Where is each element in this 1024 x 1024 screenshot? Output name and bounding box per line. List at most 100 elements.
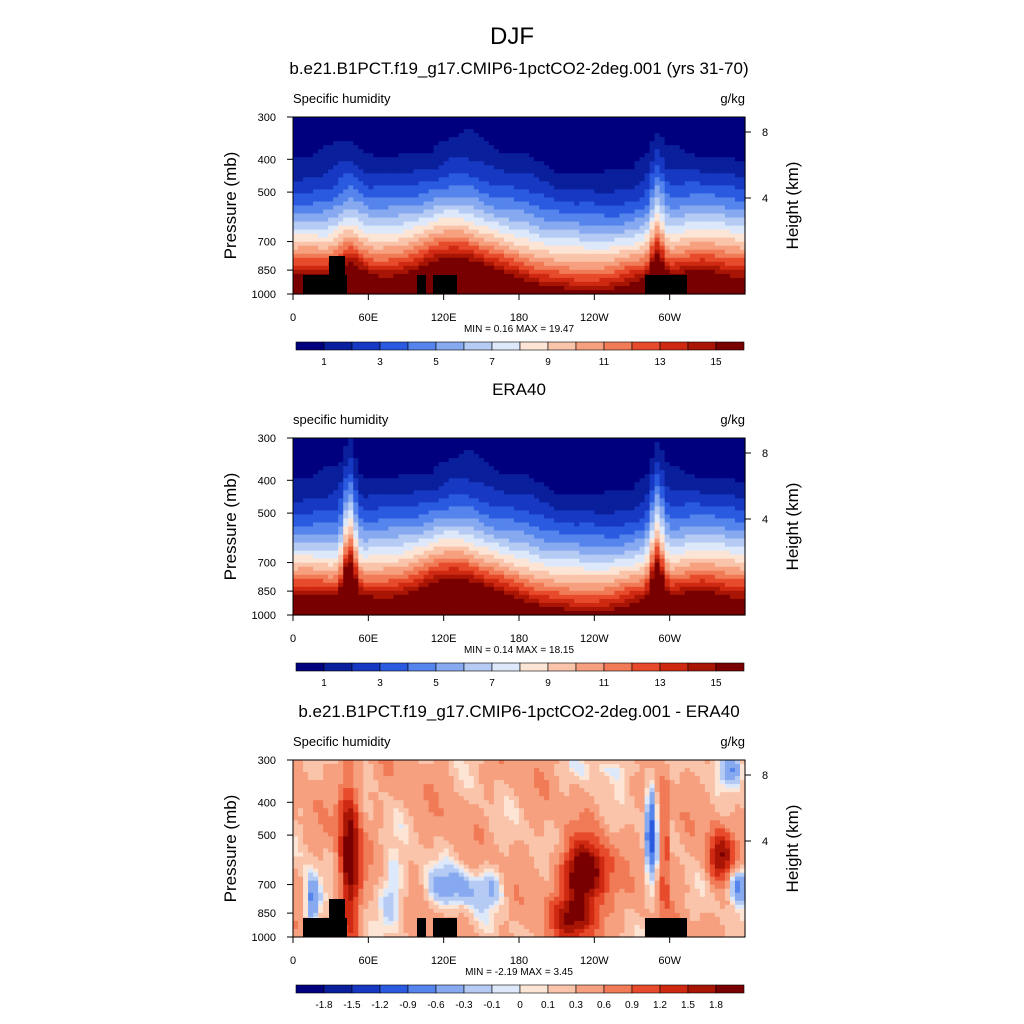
field-cell (529, 201, 535, 207)
field-cell (714, 181, 721, 186)
field-cell (443, 153, 450, 158)
field-cell (529, 265, 535, 271)
field-cell (529, 197, 535, 203)
field-cell (694, 173, 701, 178)
field-cell (488, 117, 495, 122)
field-cell (564, 141, 570, 146)
field-cell (438, 269, 445, 275)
field-cell (699, 281, 706, 287)
field-cell (383, 181, 390, 186)
field-cell (684, 145, 691, 150)
field-cell (704, 125, 711, 130)
field-cell (544, 281, 550, 287)
field-cell (373, 169, 379, 174)
field-cell (629, 438, 636, 443)
field-cell (584, 257, 590, 263)
field-cell (478, 145, 485, 150)
field-cell (453, 257, 460, 263)
field-cell (619, 462, 626, 467)
field-cell (443, 117, 450, 122)
field-cell (734, 221, 741, 227)
field-cell (413, 281, 420, 287)
field-cell (589, 458, 595, 463)
field-cell (418, 121, 425, 126)
field-cell (614, 157, 621, 162)
field-cell (303, 141, 309, 146)
field-cell (303, 257, 309, 263)
field-cell (604, 157, 610, 162)
field-cell (564, 181, 570, 186)
field-cell (519, 189, 525, 195)
field-cell (619, 245, 626, 251)
field-cell (599, 233, 605, 239)
field-cell (303, 233, 309, 239)
field-cell (649, 141, 656, 146)
field-cell (303, 145, 309, 150)
field-cell (393, 446, 400, 451)
field-cell (363, 221, 369, 227)
field-cell (408, 221, 415, 227)
field-cell (584, 462, 590, 467)
field-cell (599, 450, 605, 455)
field-cell (493, 289, 500, 295)
field-cell (493, 277, 500, 283)
field-cell (493, 245, 500, 251)
field-cell (393, 257, 400, 263)
field-cell (734, 209, 741, 215)
field-cell (443, 249, 450, 255)
field-cell (428, 241, 435, 247)
field-cell (519, 145, 525, 150)
field-cell (619, 189, 626, 195)
field-cell (699, 454, 706, 459)
field-cell (624, 221, 631, 227)
field-cell (358, 446, 364, 451)
field-cell (644, 458, 651, 463)
field-cell (468, 225, 475, 231)
field-cell (684, 233, 691, 239)
field-cell (303, 201, 309, 207)
field-cell (699, 189, 706, 195)
field-cell (463, 149, 470, 154)
field-cell (448, 245, 455, 251)
field-cell (393, 249, 400, 255)
field-cell (498, 285, 505, 291)
field-cell (498, 125, 505, 130)
field-cell (719, 438, 726, 443)
field-cell (308, 442, 314, 447)
field-cell (739, 470, 746, 475)
field-cell (468, 217, 475, 223)
field-cell (378, 233, 384, 239)
field-cell (569, 165, 575, 170)
field-cell (629, 281, 636, 287)
field-cell (579, 253, 585, 259)
colorbar-swatch (575, 341, 605, 351)
field-cell (363, 133, 369, 138)
field-cell (358, 249, 364, 255)
field-cell (463, 438, 470, 443)
field-cell (609, 245, 616, 251)
field-cell (333, 189, 339, 195)
field-cell (423, 249, 430, 255)
field-cell (513, 446, 520, 451)
field-cell (554, 269, 560, 275)
field-cell (639, 205, 646, 211)
field-cell (308, 229, 314, 235)
field-cell (448, 221, 455, 227)
field-cell (418, 141, 425, 146)
field-cell (338, 438, 344, 443)
field-cell (303, 265, 309, 271)
field-cell (699, 129, 706, 134)
field-cell (704, 169, 711, 174)
field-cell (619, 478, 626, 483)
field-cell (463, 273, 470, 279)
field-cell (478, 249, 485, 255)
field-cell (679, 257, 686, 263)
field-cell (719, 169, 726, 174)
field-cell (674, 225, 681, 231)
field-cell (448, 161, 455, 166)
field-cell (488, 217, 495, 223)
field-cell (629, 125, 636, 130)
field-cell (639, 213, 646, 219)
field-cell (564, 442, 570, 447)
field-cell (478, 253, 485, 259)
